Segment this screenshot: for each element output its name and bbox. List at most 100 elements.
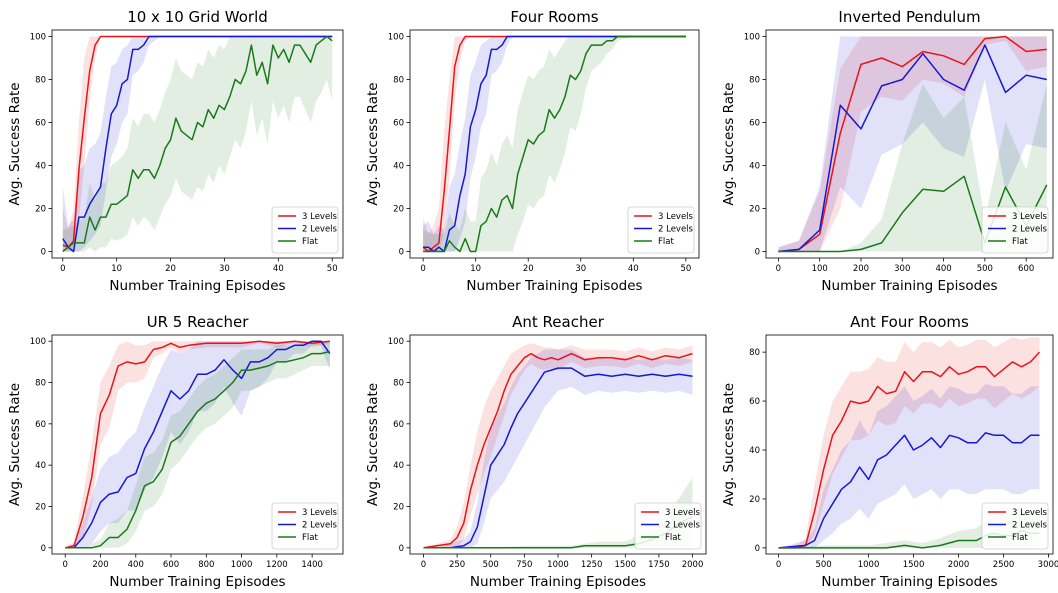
y-tick-label: 0 (755, 544, 760, 554)
band-2-levels (423, 36, 686, 252)
y-tick-label: 40 (749, 162, 760, 172)
chart-title: UR 5 Reacher (147, 313, 250, 331)
y-tick-label: 80 (393, 75, 404, 85)
line-flat (62, 35, 333, 253)
plot-area (65, 340, 331, 549)
legend-label-3-levels: 3 Levels (665, 508, 701, 518)
x-tick-label: 3000 (1038, 560, 1058, 570)
y-tick-label: 40 (35, 461, 46, 471)
band-3-levels (62, 36, 333, 252)
y-tick-label: 60 (393, 118, 404, 128)
band-3-levels (778, 36, 1047, 252)
x-tick-label: 1750 (648, 560, 670, 570)
x-tick-label: 10 (470, 264, 481, 274)
y-axis-label: Avg. Success Rate (7, 383, 23, 506)
legend-label-2-levels: 2 Levels (658, 225, 694, 235)
line-2-levels (65, 340, 331, 549)
y-tick-label: 100 (388, 337, 404, 347)
y-axis-label: Avg. Success Rate (7, 82, 23, 205)
series-lines (778, 35, 1048, 253)
band-flat (423, 36, 686, 252)
x-tick-label: 500 (815, 560, 831, 570)
x-tick-label: 30 (575, 264, 586, 274)
band-2-levels (65, 341, 330, 548)
confidence-bands (62, 36, 333, 252)
band-3-levels (778, 337, 1040, 548)
y-tick-label: 0 (399, 544, 404, 554)
plot-area (422, 35, 686, 253)
x-tick-label: 400 (935, 264, 951, 274)
legend-label-3-levels: 3 Levels (1012, 212, 1048, 222)
x-tick-label: 750 (516, 560, 532, 570)
x-tick-label: 20 (523, 264, 534, 274)
legend-label-flat: Flat (302, 533, 318, 543)
ticks: 0 500 1000 1500 2000 2500 3000 0 20 40 60 80 (749, 348, 1058, 570)
y-axis-label: Avg. Success Rate (365, 383, 381, 506)
ticks: 0 100 200 300 400 500 600 0 20 40 60 80 100 (744, 32, 1035, 274)
y-tick-label: 60 (749, 118, 760, 128)
y-tick-label: 20 (35, 205, 46, 215)
x-axis-label: Number Training Episodes (470, 574, 646, 590)
x-tick-label: 200 (92, 560, 108, 570)
x-tick-label: 0 (420, 264, 425, 274)
confidence-bands (65, 341, 330, 548)
y-tick-label: 80 (749, 75, 760, 85)
chart-inverted-pendulum: 0 100 200 300 400 500 600 0 20 40 60 80 100 Inverted … (721, 8, 1054, 294)
x-tick-label: 1200 (266, 560, 288, 570)
y-tick-label: 60 (35, 420, 46, 430)
axes-frame (51, 334, 344, 555)
y-axis-label: Avg. Success Rate (721, 82, 737, 205)
x-tick-label: 1500 (614, 560, 636, 570)
x-tick-label: 30 (219, 264, 230, 274)
y-tick-label: 20 (393, 502, 404, 512)
band-flat (778, 83, 1047, 252)
x-tick-label: 10 (111, 264, 122, 274)
legend-label-flat: Flat (302, 237, 318, 247)
band-2-levels (778, 36, 1047, 252)
x-tick-label: 600 (163, 560, 179, 570)
axes-frame (765, 29, 1054, 259)
y-tick-label: 40 (749, 446, 760, 456)
y-axis-label: Avg. Success Rate (365, 82, 381, 205)
x-tick-label: 2000 (682, 560, 704, 570)
ticks: 0 250 500 750 1000 1250 1500 1750 2000 0 20 40 60 80 1… (388, 337, 704, 570)
line-2-levels (62, 35, 333, 253)
y-tick-label: 0 (399, 248, 404, 258)
line-3-levels (65, 340, 330, 549)
confidence-bands (778, 36, 1047, 252)
series-lines (422, 35, 686, 253)
x-tick-label: 800 (198, 560, 214, 570)
x-tick-label: 1000 (231, 560, 253, 570)
x-tick-label: 250 (449, 560, 465, 570)
x-tick-label: 1500 (903, 560, 925, 570)
plot-area (778, 35, 1048, 253)
line-flat (778, 175, 1048, 253)
y-tick-label: 0 (755, 248, 760, 258)
band-flat (65, 341, 330, 548)
y-tick-label: 80 (35, 379, 46, 389)
y-tick-label: 20 (393, 205, 404, 215)
chart-ur-5-reacher: 0 200 400 600 800 1000 1200 1400 0 20 40 60 80 100 UR … (7, 313, 344, 590)
legend-label-3-levels: 3 Levels (658, 212, 694, 222)
x-tick-label: 0 (776, 264, 781, 274)
line-flat (423, 35, 686, 253)
y-tick-label: 60 (749, 397, 760, 407)
legend-label-flat: Flat (658, 237, 674, 247)
legend: 3 Levels 2 Levels Flat (271, 206, 339, 254)
y-tick-label: 20 (35, 502, 46, 512)
y-tick-label: 100 (30, 32, 46, 42)
line-3-levels (778, 35, 1047, 253)
y-tick-label: 40 (393, 162, 404, 172)
confidence-bands (778, 337, 1040, 548)
series-lines (65, 340, 331, 549)
x-tick-label: 600 (1018, 264, 1034, 274)
x-tick-label: 200 (853, 264, 869, 274)
x-tick-label: 1400 (301, 560, 323, 570)
x-tick-label: 1250 (581, 560, 603, 570)
chart-ant-four-rooms: 0 500 1000 1500 2000 2500 3000 0 20 40 60 80 Ant Fou… (721, 313, 1058, 590)
y-tick-label: 80 (749, 348, 760, 358)
band-flat (778, 508, 1040, 548)
legend-label-2-levels: 2 Levels (1012, 225, 1048, 235)
x-tick-label: 1000 (858, 560, 880, 570)
band-3-levels (423, 343, 693, 548)
